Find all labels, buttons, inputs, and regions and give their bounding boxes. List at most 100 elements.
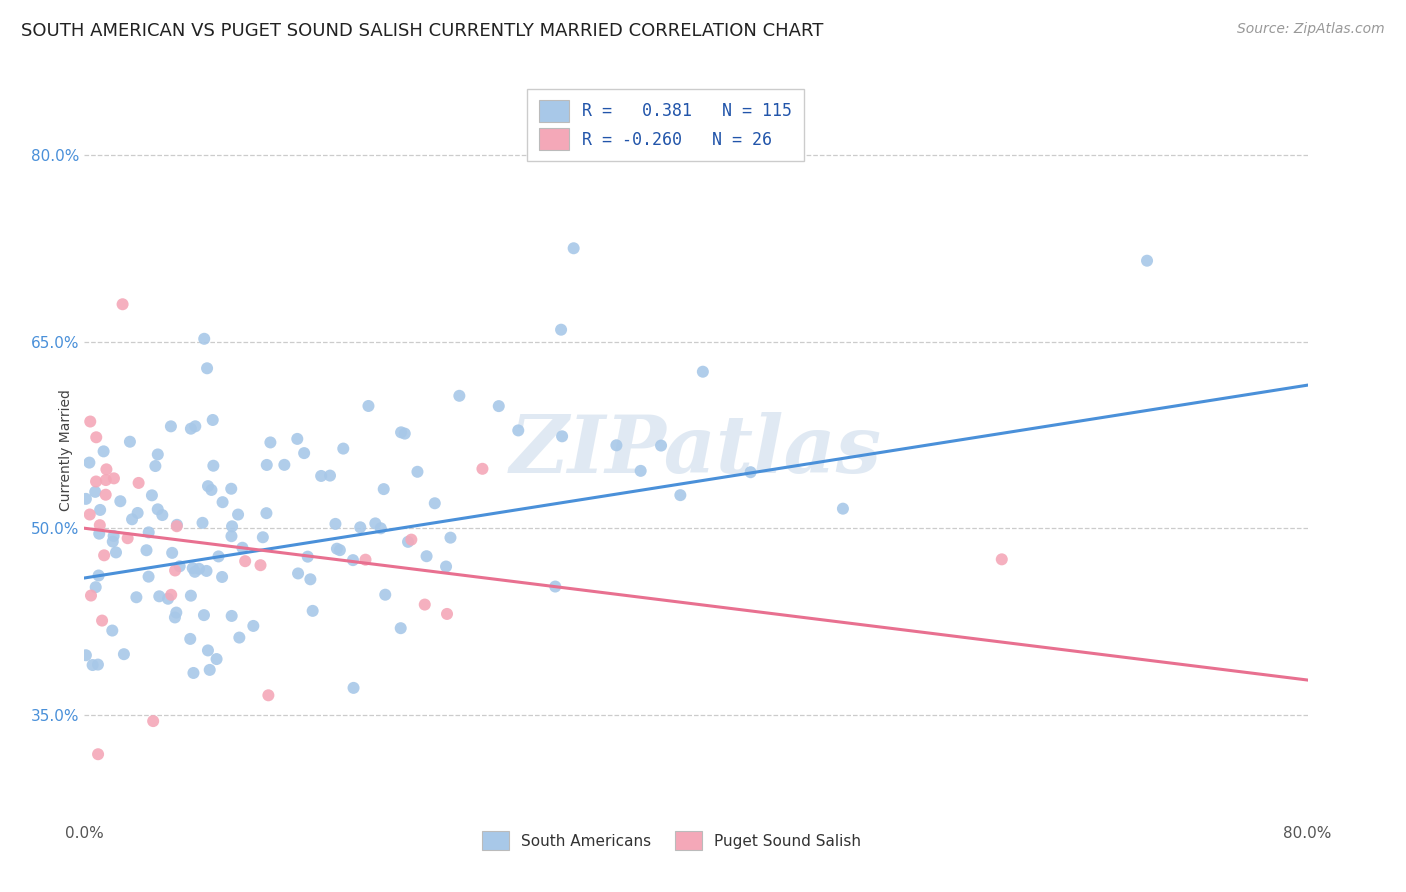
Point bbox=[991, 552, 1014, 566]
Point bbox=[79, 415, 101, 429]
Point bbox=[89, 518, 111, 533]
Point bbox=[75, 491, 97, 506]
Point bbox=[160, 588, 183, 602]
Point bbox=[364, 516, 387, 531]
Point bbox=[221, 519, 243, 533]
Point bbox=[221, 529, 243, 543]
Point bbox=[160, 546, 183, 560]
Point bbox=[82, 658, 104, 673]
Point bbox=[84, 475, 107, 489]
Point bbox=[146, 447, 169, 461]
Point bbox=[342, 553, 364, 567]
Point bbox=[205, 652, 228, 666]
Point bbox=[292, 446, 315, 460]
Point bbox=[374, 588, 396, 602]
Point bbox=[94, 473, 117, 487]
Point bbox=[103, 471, 125, 485]
Point bbox=[146, 502, 169, 516]
Point bbox=[394, 426, 416, 441]
Point bbox=[297, 549, 319, 564]
Point bbox=[471, 462, 494, 476]
Point bbox=[508, 424, 530, 438]
Point bbox=[87, 657, 110, 672]
Point bbox=[832, 501, 855, 516]
Point bbox=[127, 506, 149, 520]
Point bbox=[207, 549, 229, 564]
Point bbox=[299, 572, 322, 586]
Point bbox=[242, 619, 264, 633]
Point bbox=[650, 439, 672, 453]
Point bbox=[198, 663, 221, 677]
Point bbox=[87, 747, 110, 762]
Point bbox=[221, 609, 243, 624]
Point bbox=[160, 419, 183, 434]
Point bbox=[135, 543, 157, 558]
Point bbox=[111, 297, 134, 311]
Point bbox=[188, 562, 211, 576]
Point bbox=[141, 488, 163, 502]
Y-axis label: Currently Married: Currently Married bbox=[59, 390, 73, 511]
Point bbox=[740, 465, 762, 479]
Point bbox=[79, 508, 101, 522]
Point bbox=[259, 435, 281, 450]
Point bbox=[94, 488, 117, 502]
Point bbox=[165, 564, 187, 578]
Point bbox=[342, 681, 364, 695]
Point bbox=[183, 665, 205, 680]
Point bbox=[110, 494, 132, 508]
Point bbox=[112, 647, 135, 661]
Point bbox=[550, 323, 572, 337]
Legend: South Americans, Puget Sound Salish: South Americans, Puget Sound Salish bbox=[471, 820, 872, 861]
Point bbox=[91, 614, 114, 628]
Point bbox=[200, 483, 222, 497]
Point bbox=[101, 534, 124, 549]
Point bbox=[551, 429, 574, 443]
Point bbox=[309, 469, 332, 483]
Point bbox=[423, 496, 446, 510]
Point bbox=[121, 512, 143, 526]
Point bbox=[201, 413, 224, 427]
Point bbox=[273, 458, 295, 472]
Point bbox=[87, 568, 110, 582]
Point bbox=[79, 456, 101, 470]
Point bbox=[93, 444, 115, 458]
Point bbox=[202, 458, 225, 473]
Point bbox=[228, 631, 250, 645]
Point bbox=[75, 648, 97, 663]
Point bbox=[630, 464, 652, 478]
Point bbox=[89, 503, 111, 517]
Point bbox=[138, 569, 160, 583]
Point bbox=[326, 541, 349, 556]
Point bbox=[370, 521, 392, 535]
Point bbox=[389, 425, 412, 440]
Point bbox=[488, 399, 510, 413]
Point bbox=[197, 479, 219, 493]
Point bbox=[332, 442, 354, 456]
Point bbox=[84, 580, 107, 594]
Point bbox=[166, 519, 188, 533]
Point bbox=[125, 591, 148, 605]
Point bbox=[157, 591, 180, 606]
Point bbox=[373, 482, 395, 496]
Point bbox=[605, 438, 627, 452]
Point bbox=[93, 549, 115, 563]
Point bbox=[329, 543, 352, 558]
Text: Source: ZipAtlas.com: Source: ZipAtlas.com bbox=[1237, 22, 1385, 37]
Point bbox=[184, 565, 207, 579]
Point bbox=[669, 488, 692, 502]
Point bbox=[301, 604, 323, 618]
Point bbox=[128, 475, 150, 490]
Point bbox=[544, 580, 567, 594]
Point bbox=[96, 462, 118, 476]
Point bbox=[439, 531, 461, 545]
Point bbox=[211, 570, 233, 584]
Point bbox=[181, 561, 204, 575]
Point bbox=[325, 516, 347, 531]
Point bbox=[354, 552, 377, 566]
Point bbox=[101, 624, 124, 638]
Point bbox=[1136, 253, 1159, 268]
Point bbox=[148, 590, 170, 604]
Point bbox=[84, 484, 107, 499]
Point bbox=[256, 458, 278, 472]
Point bbox=[287, 566, 309, 581]
